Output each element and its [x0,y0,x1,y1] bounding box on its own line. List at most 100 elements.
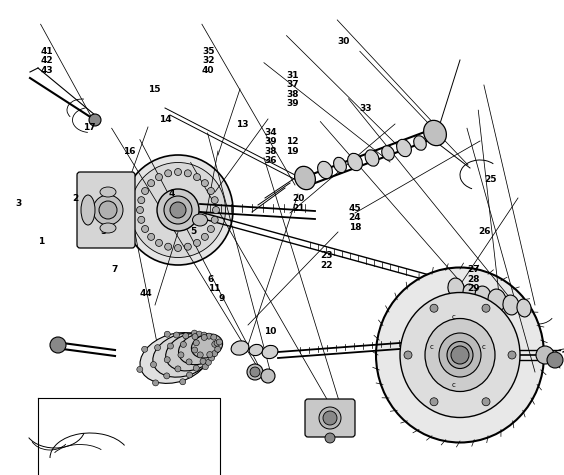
Text: 20: 20 [292,194,305,203]
Text: 41: 41 [41,47,53,56]
Circle shape [211,216,218,223]
Circle shape [137,366,143,372]
Circle shape [430,304,438,312]
Circle shape [192,333,198,340]
Text: 43: 43 [41,66,53,75]
Circle shape [214,340,220,346]
Ellipse shape [100,187,116,197]
Text: 13: 13 [236,120,248,129]
Ellipse shape [294,166,315,190]
Circle shape [180,379,186,385]
Circle shape [201,332,207,338]
Circle shape [217,339,222,345]
Circle shape [164,357,170,363]
Ellipse shape [463,284,477,302]
Ellipse shape [262,345,278,359]
Ellipse shape [81,195,95,225]
Text: 38: 38 [264,147,276,155]
Circle shape [201,334,207,341]
Circle shape [156,239,162,247]
Circle shape [193,340,199,346]
Text: 30: 30 [337,38,350,46]
Ellipse shape [517,299,531,317]
Circle shape [208,188,214,194]
Circle shape [508,351,516,359]
Circle shape [211,334,217,340]
Ellipse shape [475,286,491,306]
Circle shape [215,346,221,352]
Circle shape [170,202,186,218]
Text: c: c [452,314,456,320]
Circle shape [153,380,158,386]
Circle shape [404,351,412,359]
Circle shape [174,169,182,175]
Circle shape [142,226,148,232]
Circle shape [192,347,197,353]
Ellipse shape [93,195,123,225]
Text: 21: 21 [292,204,305,212]
Circle shape [206,333,212,339]
Circle shape [151,361,157,368]
Text: 6: 6 [208,275,214,284]
Ellipse shape [157,189,199,231]
Ellipse shape [333,157,346,173]
Ellipse shape [376,267,544,443]
Text: 16: 16 [123,147,135,155]
Circle shape [142,188,148,194]
Circle shape [138,197,145,204]
Text: 24: 24 [349,213,361,222]
Ellipse shape [400,293,520,418]
Circle shape [174,245,182,251]
Text: 5: 5 [191,228,197,236]
Ellipse shape [100,223,116,233]
Text: 19: 19 [287,147,299,155]
Ellipse shape [347,153,363,171]
Text: 28: 28 [467,275,479,284]
Ellipse shape [192,214,208,226]
Circle shape [193,239,200,247]
Text: 8: 8 [191,337,197,345]
Text: 39: 39 [287,99,299,108]
Text: 22: 22 [320,261,333,269]
Text: 5: 5 [100,228,107,236]
Ellipse shape [318,162,332,179]
Ellipse shape [536,346,554,364]
Circle shape [184,170,191,177]
Text: 33: 33 [360,104,372,113]
Ellipse shape [488,289,506,311]
Text: 10: 10 [264,327,276,336]
FancyBboxPatch shape [305,399,355,437]
Ellipse shape [382,146,394,160]
Circle shape [191,330,197,336]
Text: 4: 4 [168,190,174,198]
Ellipse shape [319,407,341,429]
Circle shape [180,342,186,347]
Circle shape [174,332,179,338]
Circle shape [250,367,260,377]
Ellipse shape [153,333,213,377]
Circle shape [211,197,218,204]
Circle shape [175,366,181,372]
Text: 12: 12 [287,137,299,146]
Ellipse shape [261,369,275,383]
Circle shape [183,333,189,339]
Circle shape [156,173,162,180]
Text: 14: 14 [159,115,171,124]
Text: 45: 45 [349,204,361,212]
Text: 15: 15 [148,85,160,94]
Ellipse shape [130,162,226,257]
Circle shape [212,351,218,357]
Circle shape [193,173,200,180]
Circle shape [207,343,213,350]
Text: 36: 36 [264,156,276,165]
Ellipse shape [247,364,263,380]
Ellipse shape [396,139,411,157]
Circle shape [136,207,143,213]
Text: 42: 42 [41,57,53,65]
Ellipse shape [140,332,210,383]
Ellipse shape [166,333,217,371]
Circle shape [209,355,214,361]
Circle shape [200,358,206,364]
Circle shape [212,341,218,347]
Circle shape [89,114,101,126]
